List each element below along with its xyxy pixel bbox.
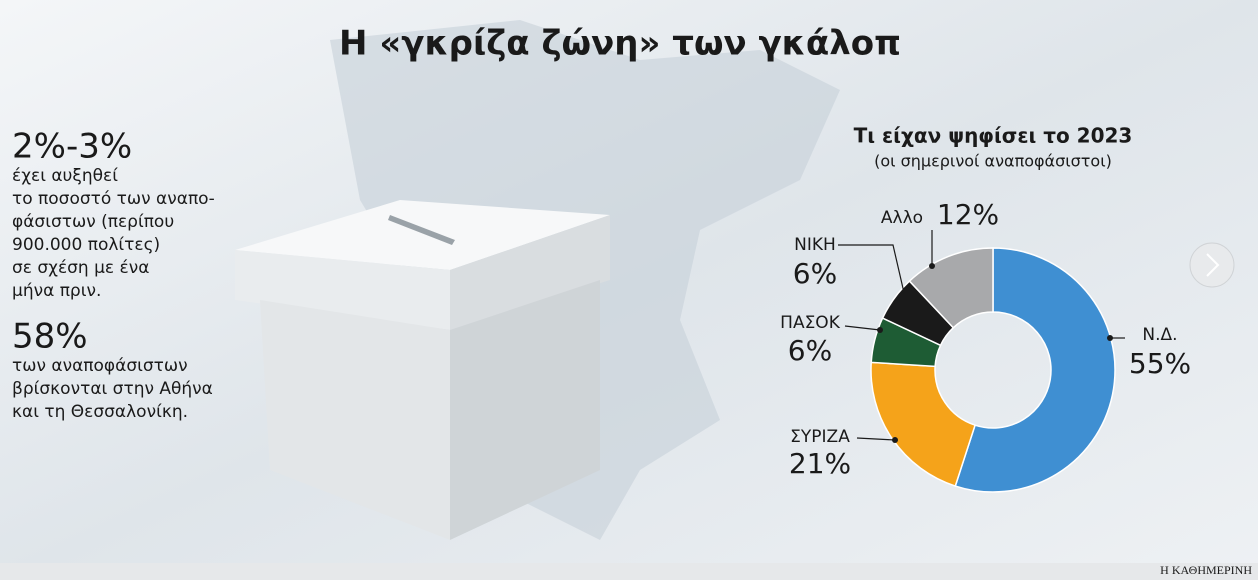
stat-value: 58% — [12, 317, 88, 357]
leader-dot — [892, 437, 898, 443]
slice-name: Ν.Δ. — [1142, 325, 1177, 345]
stat-text: το ποσοστό των αναπο- — [12, 189, 215, 209]
donut-slice — [870, 361, 977, 487]
stat-text: έχει αυξηθεί — [12, 166, 118, 186]
leader-dot — [1107, 335, 1113, 341]
slice-value: 6% — [788, 334, 832, 367]
slice-name: ΣΥΡΙΖΑ — [790, 427, 850, 447]
slice-value: 12% — [937, 198, 999, 231]
chart-subtitle: (οι σημερινοί αναποφάσιστοι) — [874, 152, 1112, 171]
leader-dot — [902, 294, 908, 300]
slice-name: ΝΙΚΗ — [794, 235, 836, 255]
leader-line — [844, 325, 881, 331]
slice-value: 6% — [793, 257, 837, 290]
stat-text: μήνα πριν. — [12, 281, 101, 301]
stat-text: σε σχέση με ένα — [12, 258, 149, 278]
leader-dot — [929, 263, 935, 269]
donut-slice — [954, 247, 1116, 493]
stat-text: και τη Θεσσαλονίκη. — [12, 402, 188, 422]
footer: Η ΚΑΘΗΜΕΡΙΝΗ — [1160, 563, 1252, 577]
stat-text: των αναποφάσιστων — [12, 356, 188, 376]
leader-line — [838, 244, 906, 298]
title: Η «γκρίζα ζώνη» των γκάλοπ — [339, 24, 901, 64]
next-button[interactable] — [1189, 242, 1235, 288]
stat-text: βρίσκονται στην Αθήνα — [12, 379, 213, 399]
stat-value: 2%-3% — [12, 127, 132, 167]
leader-dot — [877, 327, 883, 333]
slice-name: Αλλο — [881, 208, 923, 228]
ballot-box — [235, 200, 610, 540]
stat-text: 900.000 πολίτες) — [12, 235, 160, 255]
footer-bar — [0, 563, 1258, 580]
slice-name: ΠΑΣΟΚ — [780, 313, 841, 333]
slice-value: 21% — [789, 447, 851, 480]
leader-line — [856, 437, 896, 441]
chart-title: Τι είχαν ψηφίσει το 2023 — [854, 124, 1133, 148]
stat-text: φάσιστων (περίπου — [12, 212, 174, 232]
slice-value: 55% — [1129, 347, 1191, 380]
